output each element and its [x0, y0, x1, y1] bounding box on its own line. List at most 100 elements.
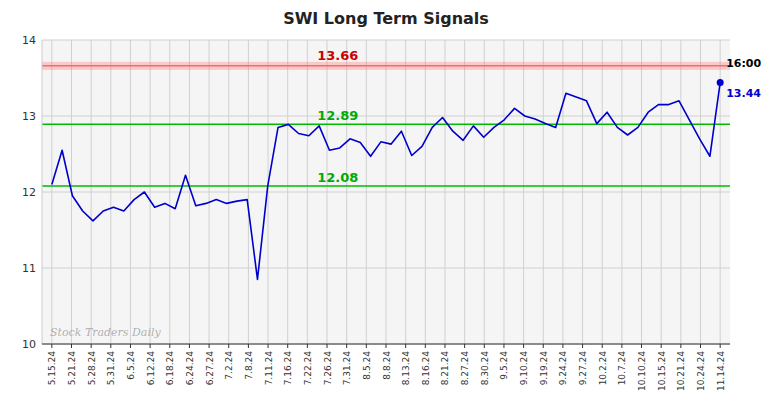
- signal-label: 13.66: [317, 48, 358, 63]
- x-tick-label: 10.15.24: [657, 351, 667, 391]
- x-tick-label: 8.27.24: [460, 351, 470, 386]
- x-tick: [130, 344, 131, 348]
- last-value: 13.44: [726, 87, 761, 100]
- x-tick: [228, 344, 229, 348]
- y-grid-line: [42, 344, 730, 345]
- x-tick-label: 8.16.24: [421, 351, 431, 386]
- y-tick-label: 13: [22, 110, 36, 123]
- x-grid-line: [189, 40, 190, 344]
- x-tick: [287, 344, 288, 348]
- plot-area: [42, 62, 730, 280]
- x-tick-label: 10.7.24: [617, 351, 627, 386]
- x-tick-label: 5.28.24: [87, 351, 97, 386]
- x-grid-line: [464, 40, 465, 344]
- x-tick: [543, 344, 544, 348]
- x-grid-line: [700, 40, 701, 344]
- x-tick: [307, 344, 308, 348]
- x-grid-line: [680, 40, 681, 344]
- y-axis: [42, 40, 43, 344]
- title: SWI Long Term Signals: [283, 9, 489, 28]
- x-tick: [641, 344, 642, 348]
- x-tick-label: 7.31.24: [342, 351, 352, 386]
- x-tick-label: 6.18.24: [165, 351, 175, 386]
- x-grid-line: [51, 40, 52, 344]
- signal-line: [42, 185, 730, 187]
- x-tick-label: 7.8.24: [244, 351, 254, 380]
- x-tick-label: 10.10.24: [637, 351, 647, 391]
- x-tick-label: 6.27.24: [205, 351, 215, 386]
- x-tick: [700, 344, 701, 348]
- x-tick: [150, 344, 151, 348]
- x-grid-line: [543, 40, 544, 344]
- signal-line: [42, 124, 730, 126]
- y-tick-label: 14: [22, 34, 36, 47]
- x-tick: [327, 344, 328, 348]
- x-tick-label: 8.5.24: [362, 351, 372, 380]
- x-tick: [386, 344, 387, 348]
- x-tick-label: 5.31.24: [106, 351, 116, 386]
- x-grid-line: [523, 40, 524, 344]
- x-grid-line: [110, 40, 111, 344]
- x-grid-line: [150, 40, 151, 344]
- x-grid-line: [621, 40, 622, 344]
- x-tick: [209, 344, 210, 348]
- x-grid-line: [425, 40, 426, 344]
- x-grid-line: [130, 40, 131, 344]
- x-tick-label: 7.26.24: [323, 351, 333, 386]
- y-tick-label: 12: [22, 186, 36, 199]
- x-tick: [621, 344, 622, 348]
- x-tick: [366, 344, 367, 348]
- x-tick-label: 9.5.24: [499, 351, 509, 380]
- x-grid-line: [602, 40, 603, 344]
- price-line: [52, 83, 720, 280]
- x-tick: [248, 344, 249, 348]
- x-tick: [405, 344, 406, 348]
- x-tick: [71, 344, 72, 348]
- x-tick-label: 5.15.24: [47, 351, 57, 386]
- x-tick: [346, 344, 347, 348]
- x-tick-label: 7.16.24: [283, 351, 293, 386]
- chart: SWI Long Term Signals10111213145.15.245.…: [0, 0, 784, 398]
- x-tick-label: 8.13.24: [401, 351, 411, 386]
- x-grid-line: [169, 40, 170, 344]
- x-grid-line: [366, 40, 367, 344]
- x-tick: [720, 344, 721, 348]
- x-grid-line: [641, 40, 642, 344]
- x-tick-label: 9.19.24: [539, 351, 549, 386]
- x-tick: [484, 344, 485, 348]
- x-tick-label: 7.2.24: [224, 351, 234, 380]
- y-tick-label: 11: [22, 262, 36, 275]
- x-tick-label: 7.11.24: [264, 351, 274, 386]
- signal-label: 12.89: [317, 108, 358, 123]
- x-grid-line: [484, 40, 485, 344]
- x-tick-label: 8.8.24: [382, 351, 392, 380]
- x-grid-line: [503, 40, 504, 344]
- x-grid-line: [327, 40, 328, 344]
- x-tick: [189, 344, 190, 348]
- x-grid-line: [661, 40, 662, 344]
- signal-band: [42, 62, 730, 70]
- x-tick: [562, 344, 563, 348]
- watermark: Stock Traders Daily: [50, 326, 161, 339]
- x-tick: [602, 344, 603, 348]
- x-tick-label: 8.30.24: [480, 351, 490, 386]
- x-tick: [680, 344, 681, 348]
- x-grid-line: [228, 40, 229, 344]
- x-axis: [42, 344, 730, 345]
- x-tick-label: 7.22.24: [303, 351, 313, 386]
- x-tick: [444, 344, 445, 348]
- x-grid-line: [248, 40, 249, 344]
- x-grid-line: [444, 40, 445, 344]
- x-tick-label: 8.21.24: [440, 351, 450, 386]
- signal-label: 12.08: [317, 170, 358, 185]
- signal-line: [42, 65, 730, 67]
- x-tick-label: 10.21.24: [676, 351, 686, 391]
- x-tick: [268, 344, 269, 348]
- x-grid-line: [562, 40, 563, 344]
- x-tick: [51, 344, 52, 348]
- x-grid-line: [405, 40, 406, 344]
- x-tick: [425, 344, 426, 348]
- last-time: 16:00: [726, 57, 761, 70]
- x-tick-label: 10.2.24: [598, 351, 608, 386]
- last-point: [717, 79, 724, 86]
